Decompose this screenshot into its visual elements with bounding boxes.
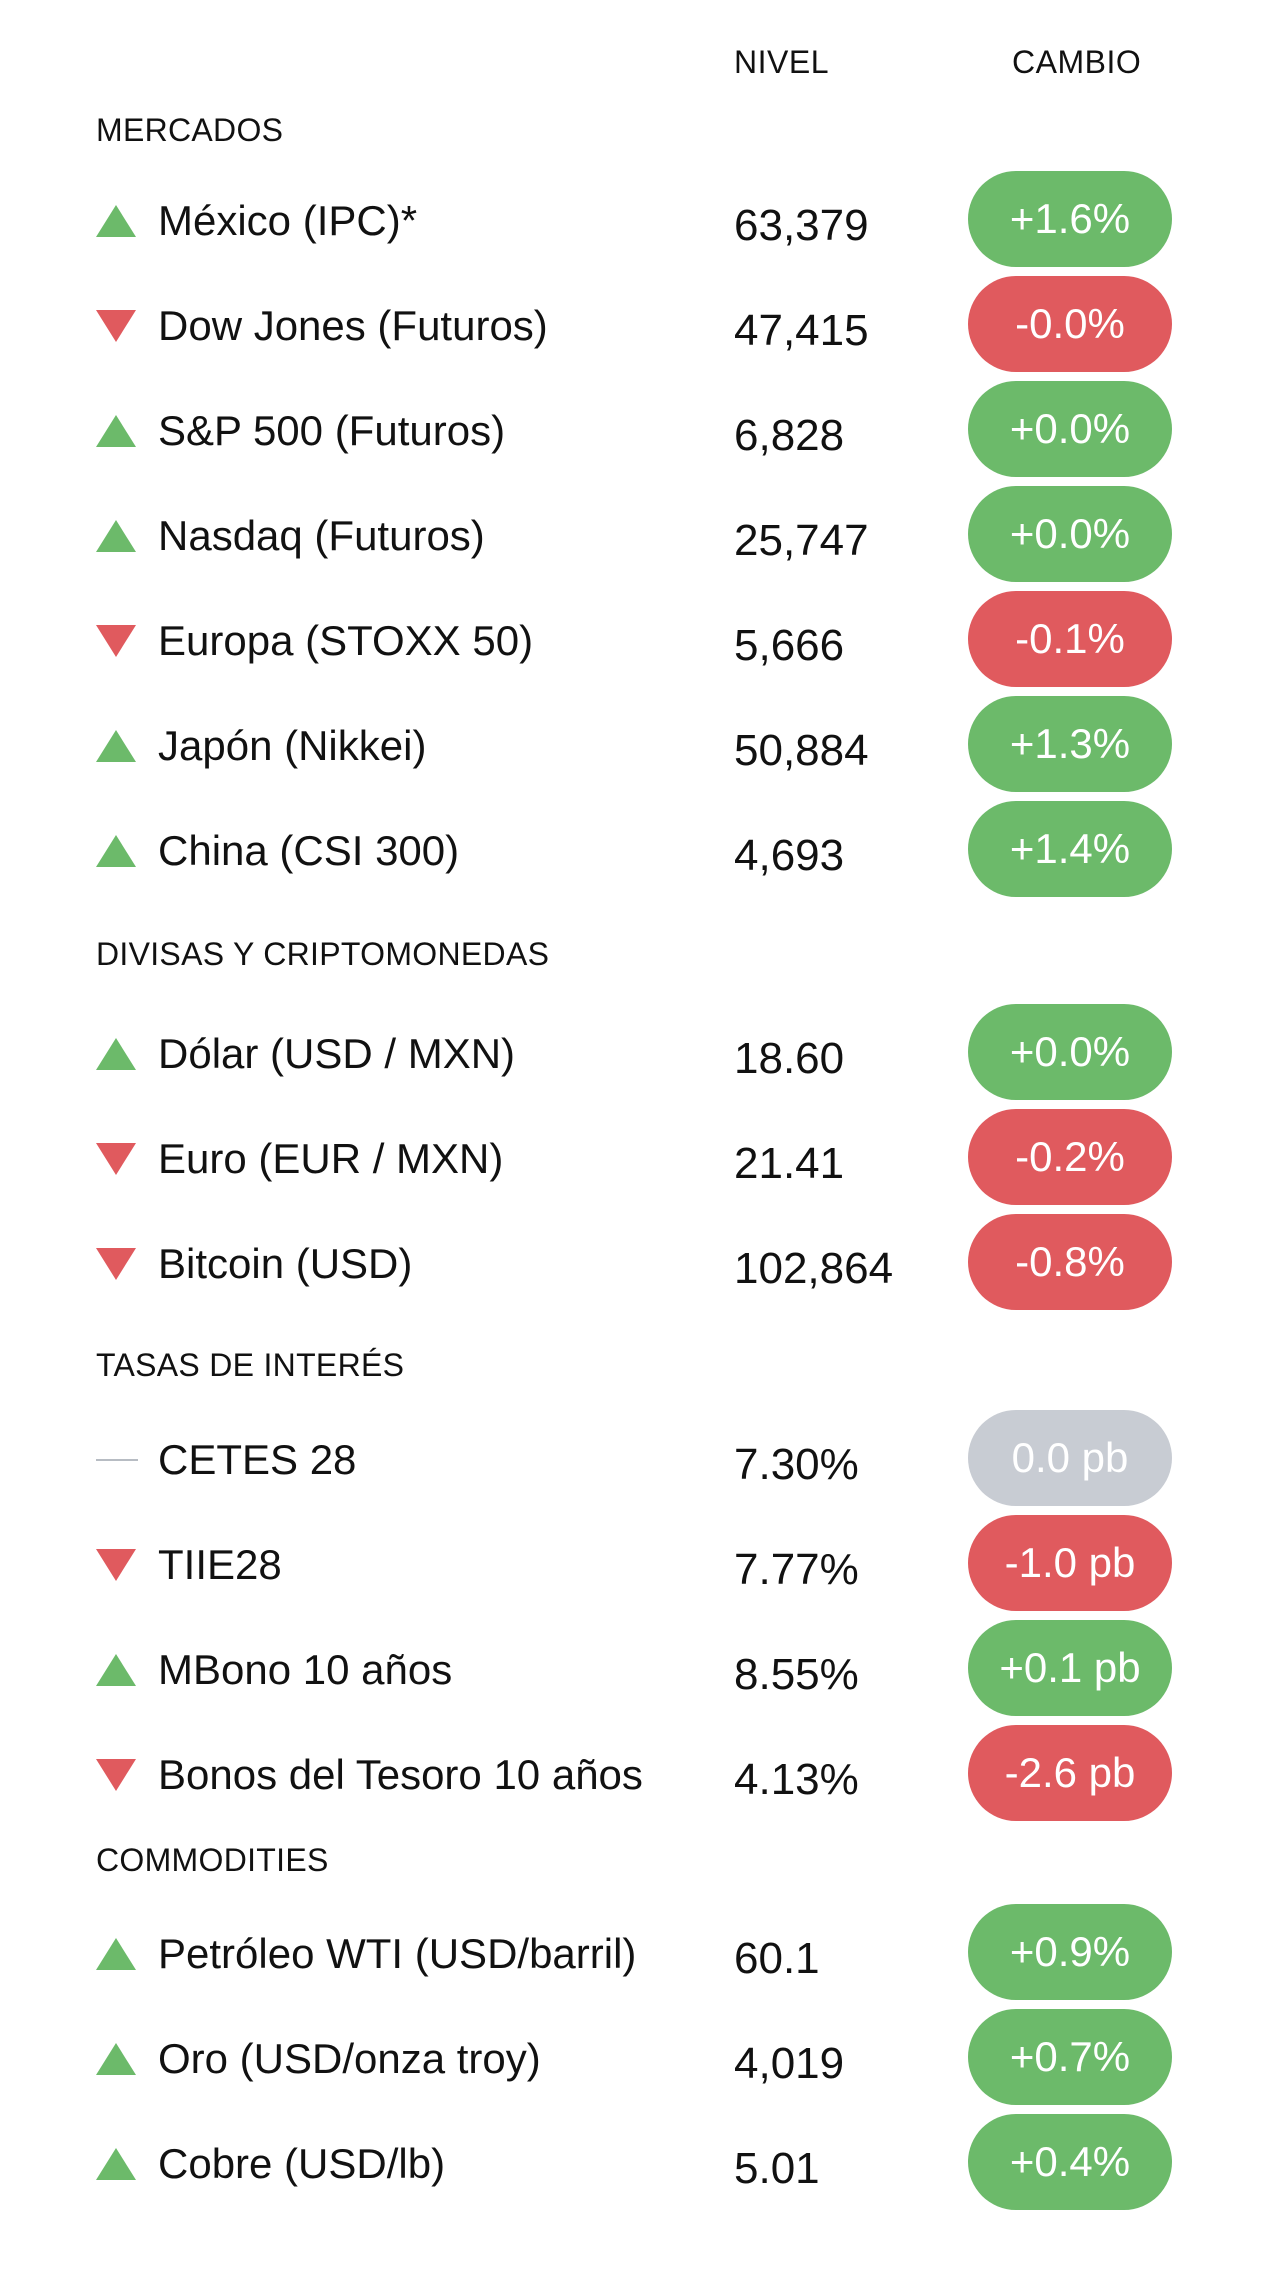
level-value: 8.55% [734, 1650, 859, 1699]
level-value: 5,666 [734, 621, 845, 670]
level-value: 5.01 [734, 2144, 820, 2193]
table-row: MBono 10 años 8.55% +0.1 pb [0, 1620, 1280, 1716]
change-badge: -0.2% [968, 1109, 1172, 1205]
up-arrow-icon [96, 2148, 136, 2180]
up-arrow-icon [96, 415, 136, 447]
change-badge: -0.8% [968, 1214, 1172, 1310]
table-row: Nasdaq (Futuros) 25,747 +0.0% [0, 486, 1280, 582]
change-badge: -0.1% [968, 591, 1172, 687]
section-title: COMMODITIES [96, 1842, 329, 1878]
down-arrow-icon [96, 1248, 136, 1280]
change-badge: -2.6 pb [968, 1725, 1172, 1821]
instrument-name: Cobre (USD/lb) [158, 2140, 446, 2187]
table-row: Dow Jones (Futuros) 47,415 -0.0% [0, 276, 1280, 372]
up-arrow-icon [96, 730, 136, 762]
instrument-name: Japón (Nikkei) [158, 722, 427, 769]
table-row: S&P 500 (Futuros) 6,828 +0.0% [0, 381, 1280, 477]
instrument-name: CETES 28 [158, 1436, 357, 1483]
change-badge: +1.3% [968, 696, 1172, 792]
change-badge: +0.0% [968, 486, 1172, 582]
column-header-level: NIVEL [734, 44, 829, 80]
table-row: Dólar (USD / MXN) 18.60 +0.0% [0, 1004, 1280, 1100]
level-value: 21.41 [734, 1139, 845, 1188]
table-row: Bitcoin (USD) 102,864 -0.8% [0, 1214, 1280, 1310]
up-arrow-icon [96, 1654, 136, 1686]
instrument-name: S&P 500 (Futuros) [158, 407, 506, 454]
table-row: Bonos del Tesoro 10 años 4.13% -2.6 pb [0, 1725, 1280, 1821]
table-row: México (IPC)* 63,379 +1.6% [0, 171, 1280, 267]
up-arrow-icon [96, 205, 136, 237]
change-badge: +0.9% [968, 1904, 1172, 2000]
instrument-name: TIIE28 [158, 1541, 282, 1588]
table-row: Oro (USD/onza troy) 4,019 +0.7% [0, 2009, 1280, 2105]
instrument-name: Bitcoin (USD) [158, 1240, 413, 1287]
table-row: Cobre (USD/lb) 5.01 +0.4% [0, 2114, 1280, 2210]
flat-dash-icon [96, 1444, 138, 1476]
down-arrow-icon [96, 1143, 136, 1175]
column-header-change: CAMBIO [1012, 44, 1142, 80]
up-arrow-icon [96, 1938, 136, 1970]
down-arrow-icon [96, 625, 136, 657]
change-badge: +0.0% [968, 381, 1172, 477]
change-badge: -0.0% [968, 276, 1172, 372]
down-arrow-icon [96, 1549, 136, 1581]
change-badge: -1.0 pb [968, 1515, 1172, 1611]
instrument-name: Oro (USD/onza troy) [158, 2035, 541, 2082]
down-arrow-icon [96, 310, 136, 342]
level-value: 60.1 [734, 1934, 820, 1983]
table-row: Petróleo WTI (USD/barril) 60.1 +0.9% [0, 1904, 1280, 2000]
instrument-name: Petróleo WTI (USD/barril) [158, 1930, 637, 1977]
instrument-name: México (IPC)* [158, 197, 418, 244]
change-badge: +0.4% [968, 2114, 1172, 2210]
change-badge: +1.6% [968, 171, 1172, 267]
change-badge: +0.0% [968, 1004, 1172, 1100]
level-value: 102,864 [734, 1244, 894, 1293]
up-arrow-icon [96, 520, 136, 552]
table-row: TIIE28 7.77% -1.0 pb [0, 1515, 1280, 1611]
section-title: MERCADOS [96, 112, 284, 148]
up-arrow-icon [96, 2043, 136, 2075]
level-value: 50,884 [734, 726, 869, 775]
table-row: Japón (Nikkei) 50,884 +1.3% [0, 696, 1280, 792]
section-title: DIVISAS Y CRIPTOMONEDAS [96, 936, 550, 972]
instrument-name: Nasdaq (Futuros) [158, 512, 485, 559]
instrument-name: Euro (EUR / MXN) [158, 1135, 504, 1182]
table-header: NIVEL CAMBIO [0, 44, 1280, 84]
level-value: 4,693 [734, 831, 845, 880]
instrument-name: Dólar (USD / MXN) [158, 1030, 516, 1077]
level-value: 25,747 [734, 516, 869, 565]
up-arrow-icon [96, 1038, 136, 1070]
up-arrow-icon [96, 835, 136, 867]
instrument-name: China (CSI 300) [158, 827, 460, 874]
instrument-name: Bonos del Tesoro 10 años [158, 1751, 643, 1798]
section-title: TASAS DE INTERÉS [96, 1347, 405, 1383]
instrument-name: MBono 10 años [158, 1646, 453, 1693]
level-value: 4,019 [734, 2039, 845, 2088]
instrument-name: Dow Jones (Futuros) [158, 302, 548, 349]
level-value: 7.30% [734, 1440, 859, 1489]
table-row: China (CSI 300) 4,693 +1.4% [0, 801, 1280, 897]
down-arrow-icon [96, 1759, 136, 1791]
change-badge: +0.1 pb [968, 1620, 1172, 1716]
change-badge: +0.7% [968, 2009, 1172, 2105]
table-row: CETES 28 7.30% 0.0 pb [0, 1410, 1280, 1506]
table-row: Euro (EUR / MXN) 21.41 -0.2% [0, 1109, 1280, 1205]
change-badge: 0.0 pb [968, 1410, 1172, 1506]
level-value: 18.60 [734, 1034, 845, 1083]
level-value: 63,379 [734, 201, 869, 250]
table-row: Europa (STOXX 50) 5,666 -0.1% [0, 591, 1280, 687]
level-value: 4.13% [734, 1755, 859, 1804]
level-value: 7.77% [734, 1545, 859, 1594]
change-badge: +1.4% [968, 801, 1172, 897]
level-value: 47,415 [734, 306, 869, 355]
instrument-name: Europa (STOXX 50) [158, 617, 534, 664]
level-value: 6,828 [734, 411, 845, 460]
